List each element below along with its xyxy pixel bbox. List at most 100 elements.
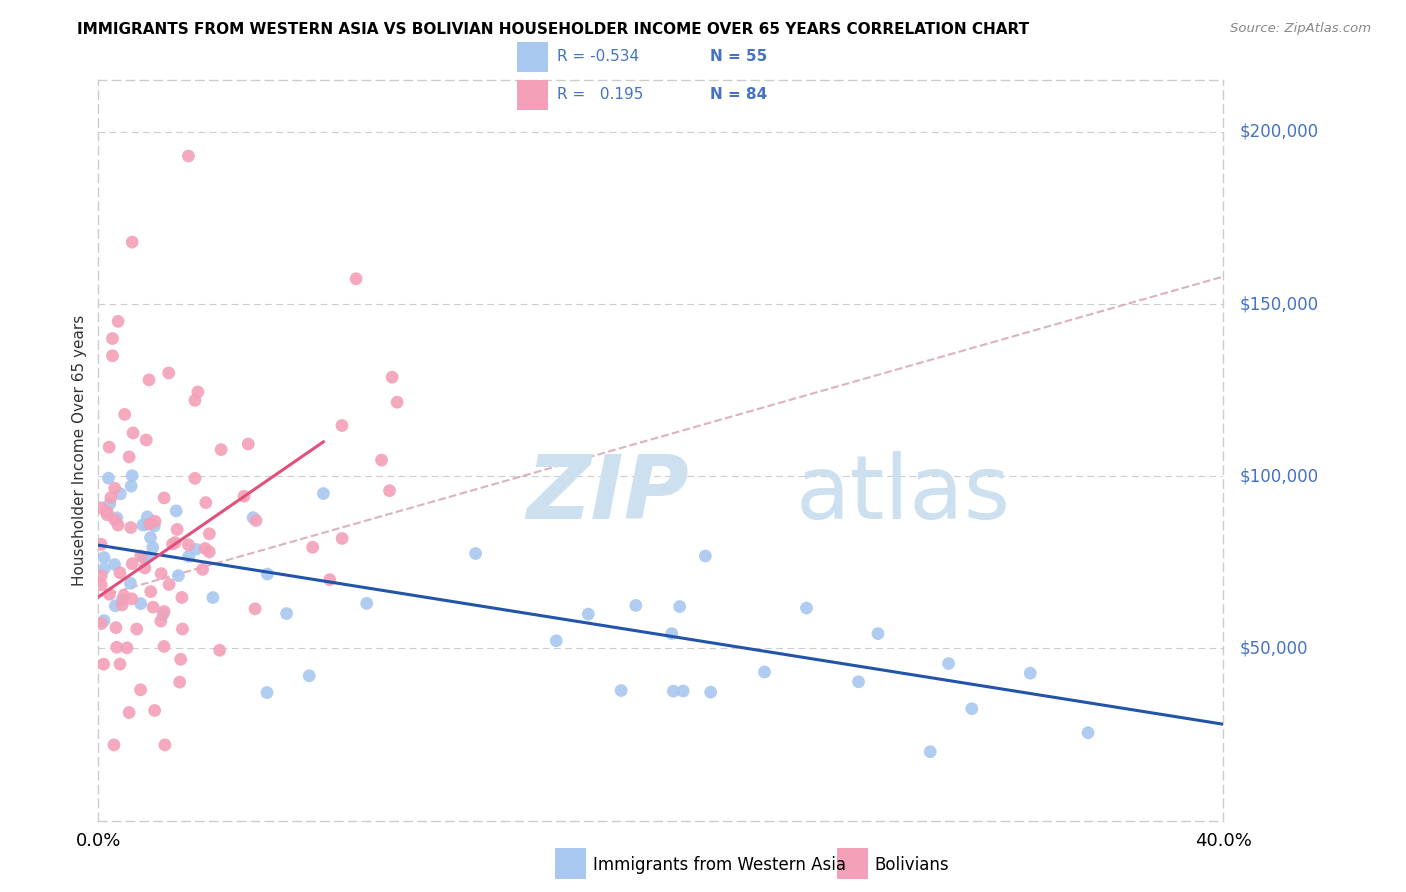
Point [184, 542, 207, 557]
Point [98, 497, 121, 511]
Text: N = 84: N = 84 [710, 87, 768, 103]
Text: $200,000: $200,000 [1240, 123, 1319, 141]
Point [381, 370, 404, 384]
Point [129, 549, 152, 563]
Point [112, 589, 135, 603]
Point [330, 532, 353, 546]
Point [464, 547, 486, 561]
Point [920, 745, 942, 759]
Point [177, 549, 200, 564]
Point [120, 520, 142, 534]
Point [90, 537, 112, 551]
Point [848, 674, 870, 689]
Point [177, 149, 200, 163]
Point [166, 523, 188, 537]
Point [198, 526, 221, 541]
Point [153, 738, 176, 752]
Point [96, 505, 118, 519]
Text: Immigrants from Western Asia: Immigrants from Western Asia [593, 856, 846, 874]
Point [101, 332, 124, 346]
Text: $100,000: $100,000 [1240, 467, 1319, 485]
Point [152, 607, 174, 622]
Point [157, 577, 180, 591]
Point [135, 433, 157, 447]
Point [93, 657, 115, 672]
Point [121, 557, 143, 571]
Point [90, 616, 112, 631]
Text: atlas: atlas [796, 451, 1011, 539]
Point [139, 516, 162, 531]
Bar [517, 80, 548, 110]
Point [98, 440, 121, 454]
Point [238, 437, 260, 451]
Point [93, 614, 115, 628]
Point [104, 481, 127, 495]
Point [143, 514, 166, 528]
Point [139, 584, 162, 599]
Point [169, 675, 191, 690]
Point [153, 491, 176, 505]
Point [149, 614, 172, 628]
Point [118, 450, 141, 464]
Point [105, 511, 128, 525]
Point [107, 314, 129, 328]
Point [121, 468, 143, 483]
Point [319, 573, 342, 587]
Point [796, 601, 818, 615]
Point [105, 640, 128, 655]
Text: $150,000: $150,000 [1240, 295, 1319, 313]
Point [162, 537, 184, 551]
Point [198, 545, 221, 559]
Point [125, 622, 148, 636]
Point [672, 684, 695, 698]
Point [194, 541, 217, 556]
Text: ZIP: ZIP [526, 451, 689, 539]
Point [118, 706, 141, 720]
Point [115, 640, 138, 655]
Point [546, 633, 568, 648]
Point [194, 495, 217, 509]
Bar [517, 42, 548, 72]
Point [153, 605, 176, 619]
Point [120, 479, 142, 493]
Point [104, 621, 127, 635]
Point [121, 235, 143, 249]
Point [110, 487, 132, 501]
Point [104, 513, 127, 527]
Point [256, 567, 278, 582]
Point [170, 652, 193, 666]
Point [242, 510, 264, 524]
Point [90, 578, 112, 592]
Point [107, 518, 129, 533]
Point [662, 684, 685, 698]
Point [135, 517, 157, 532]
Point [139, 531, 162, 545]
Point [201, 591, 224, 605]
Point [120, 576, 142, 591]
Point [103, 738, 125, 752]
Point [1019, 666, 1042, 681]
Point [111, 592, 134, 607]
Point [136, 509, 159, 524]
Point [108, 566, 131, 580]
Point [93, 550, 115, 565]
Point [165, 504, 187, 518]
Point [370, 453, 392, 467]
Point [122, 425, 145, 440]
Point [101, 349, 124, 363]
Text: IMMIGRANTS FROM WESTERN ASIA VS BOLIVIAN HOUSEHOLDER INCOME OVER 65 YEARS CORREL: IMMIGRANTS FROM WESTERN ASIA VS BOLIVIAN… [77, 22, 1029, 37]
Point [129, 682, 152, 697]
Point [699, 685, 721, 699]
Point [668, 599, 690, 614]
Point [90, 500, 112, 515]
Point [243, 602, 266, 616]
Point [150, 566, 173, 581]
Point [356, 596, 378, 610]
Point [136, 550, 159, 565]
Point [153, 640, 176, 654]
Point [157, 366, 180, 380]
Point [301, 541, 323, 555]
Point [98, 587, 121, 601]
Point [142, 541, 165, 555]
Point [191, 562, 214, 576]
